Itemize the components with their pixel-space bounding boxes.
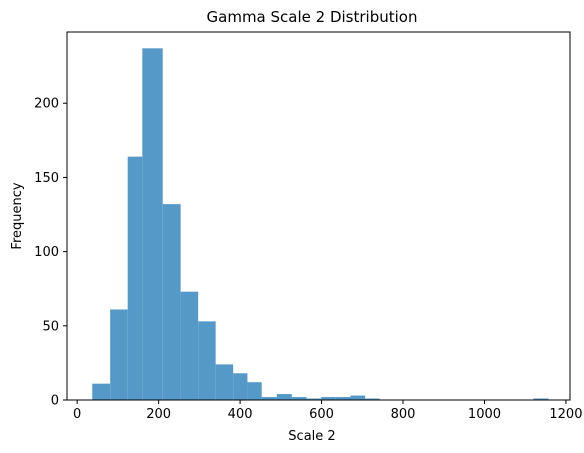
y-tick-label-4: 200 — [34, 97, 59, 112]
y-tick-label-3: 150 — [34, 171, 59, 186]
histogram-bar-9 — [247, 382, 262, 400]
histogram-bar-7 — [215, 364, 234, 400]
x-tick-label-4: 800 — [391, 407, 416, 422]
x-axis-label: Scale 2 — [288, 429, 335, 444]
histogram-bar-18 — [533, 398, 549, 400]
y-axis: 0 50 100 150 200 — [34, 97, 67, 409]
plot-frame — [66, 31, 571, 401]
histogram-bar-8 — [233, 373, 248, 400]
y-axis-label: Frequency — [10, 182, 25, 249]
x-tick-label-6: 1200 — [549, 407, 582, 422]
histogram-bar-14 — [321, 397, 336, 400]
histogram-bar-1 — [110, 309, 128, 400]
x-tick-label-3: 600 — [309, 407, 334, 422]
chart-title: Gamma Scale 2 Distribution — [207, 8, 418, 26]
histogram-bar-12 — [291, 397, 307, 400]
histogram-bar-5 — [180, 291, 199, 400]
histogram-bar-4 — [162, 204, 181, 400]
histogram-bar-17 — [365, 398, 380, 400]
x-tick-label-2: 400 — [228, 407, 253, 422]
x-tick-label-0: 0 — [73, 407, 81, 422]
x-tick-label-1: 200 — [146, 407, 171, 422]
x-tick-label-5: 1000 — [468, 407, 501, 422]
histogram-bar-13 — [306, 398, 322, 400]
histogram-bar-2 — [127, 156, 143, 400]
histogram-bar-11 — [276, 394, 292, 400]
histogram-bar-15 — [335, 397, 351, 400]
histogram-bar-16 — [350, 395, 366, 400]
y-tick-label-2: 100 — [34, 245, 59, 260]
histogram-bar-6 — [198, 321, 216, 400]
histogram-bar-10 — [261, 397, 277, 400]
y-tick-label-0: 0 — [51, 394, 59, 409]
bars-group — [92, 48, 549, 401]
x-axis: 0 200 400 600 800 1000 1200 — [73, 400, 582, 422]
y-tick-label-1: 50 — [42, 319, 59, 334]
histogram-bar-3 — [142, 48, 163, 401]
histogram-bar-0 — [92, 383, 111, 400]
